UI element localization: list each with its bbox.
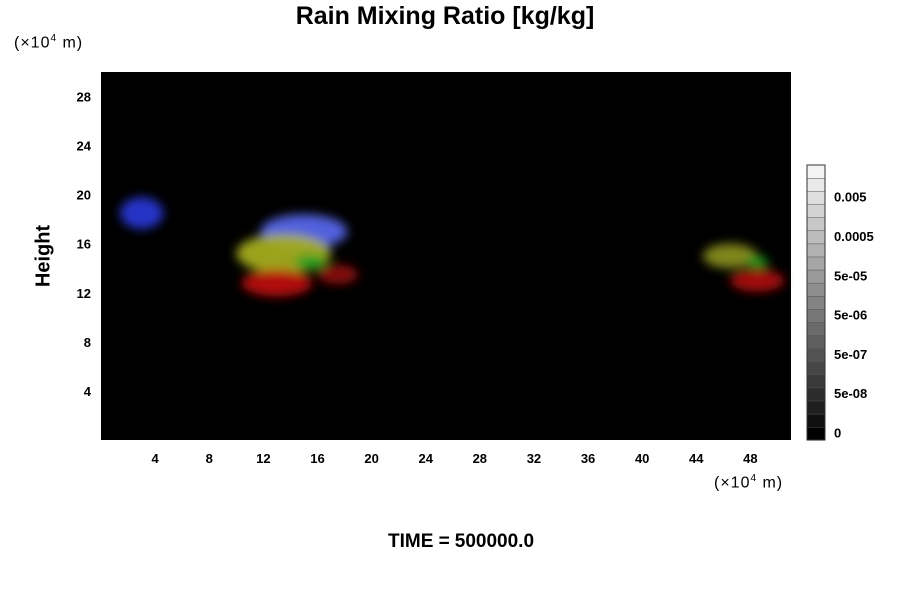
- colorbar-level: [806, 308, 826, 323]
- colorbar-level: [806, 321, 826, 336]
- y-tick-label: 12: [77, 286, 91, 301]
- time-value: 500000.0: [454, 531, 535, 552]
- y-tick-label: 24: [77, 139, 92, 154]
- colorbar-level: [806, 190, 826, 205]
- x-tick-label: 8: [206, 451, 213, 466]
- colorbar-level: [806, 334, 826, 349]
- x-tick-label: 36: [581, 451, 595, 466]
- colorbar-level: [806, 256, 826, 271]
- rain-feature-1: [119, 197, 164, 230]
- x-tick-label: 16: [310, 451, 324, 466]
- x-tick-label: 40: [635, 451, 649, 466]
- colorbar-level: [806, 413, 826, 428]
- rain-feature-8: [746, 256, 768, 269]
- colorbar-level: [806, 295, 826, 310]
- x-tick-label: 44: [689, 451, 704, 466]
- x-tick-label: 4: [152, 451, 160, 466]
- x-tick-label: 28: [473, 451, 487, 466]
- rain-features: [119, 197, 785, 297]
- x-tick-label: 12: [256, 451, 270, 466]
- colorbar-level: [806, 230, 826, 245]
- y-axis-ticks: 4 8 12 16 20 24 28: [77, 90, 92, 399]
- colorbar-level: [806, 348, 826, 362]
- colorbar-level: [806, 282, 826, 297]
- colorbar-level: [806, 387, 826, 402]
- colorbar-frame: [806, 164, 826, 441]
- colorbar-label: 5e-07: [834, 347, 867, 362]
- y-tick-label: 28: [77, 90, 91, 105]
- x-tick-label: 24: [418, 451, 433, 466]
- y-tick-label: 4: [84, 384, 92, 399]
- rain-feature-9: [730, 269, 785, 292]
- colorbar: [806, 164, 826, 441]
- colorbar-level: [806, 426, 826, 441]
- colorbar-level: [806, 374, 826, 389]
- rain-feature-7: [703, 243, 758, 269]
- chart-title: Rain Mixing Ratio [kg/kg]: [295, 2, 595, 30]
- x-axis-ticks: 4 8 12 16 20 24 28 32 36 40 44 48: [152, 451, 758, 466]
- colorbar-level: [806, 400, 826, 415]
- colorbar-level: [806, 204, 826, 218]
- y-axis-unit: (×104 m): [14, 33, 84, 52]
- rain-feature-4: [294, 254, 327, 270]
- rain-feature-5: [241, 269, 313, 297]
- y-tick-label: 16: [77, 237, 91, 252]
- rain-feature-6: [317, 264, 359, 285]
- colorbar-label: 0.0005: [834, 229, 874, 244]
- x-tick-label: 32: [527, 451, 541, 466]
- colorbar-labels: 0 5e-08 5e-07 5e-06 5e-05 0.0005 0.005: [834, 190, 874, 441]
- colorbar-level: [806, 217, 826, 232]
- colorbar-label: 0: [834, 425, 841, 440]
- colorbar-label: 5e-05: [834, 268, 867, 283]
- colorbar-level: [806, 164, 826, 179]
- x-tick-label: 48: [743, 451, 757, 466]
- colorbar-level: [806, 177, 826, 192]
- time-readout: TIME = 500000.0: [388, 531, 534, 553]
- colorbar-label: 5e-06: [834, 308, 867, 323]
- time-label: TIME =: [388, 531, 450, 552]
- x-axis-unit: (×104 m): [714, 473, 784, 492]
- y-tick-label: 8: [84, 335, 91, 350]
- colorbar-level: [806, 269, 826, 284]
- colorbar-level: [806, 243, 826, 258]
- colorbar-label: 5e-08: [834, 386, 867, 401]
- colorbar-label: 0.005: [834, 190, 867, 205]
- colorbar-level: [806, 361, 826, 376]
- x-tick-label: 20: [364, 451, 378, 466]
- y-tick-label: 20: [77, 188, 91, 203]
- plot-area: [101, 72, 791, 440]
